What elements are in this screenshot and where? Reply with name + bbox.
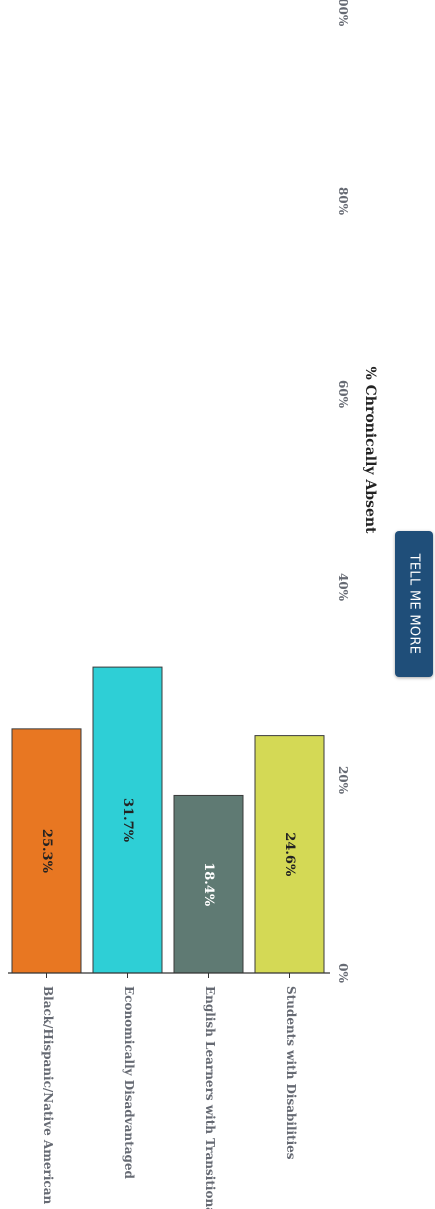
bar-2 bbox=[173, 794, 244, 974]
category-label-3: Students with Disabilities bbox=[284, 986, 298, 1160]
data-label-3: 24.6% bbox=[282, 832, 297, 877]
value-axis-title: % Chronically Absent bbox=[362, 366, 378, 534]
value-tick-label-1: 20% bbox=[336, 766, 350, 795]
value-tick-label-5: 100% bbox=[336, 0, 350, 27]
value-tick-label-3: 60% bbox=[336, 380, 350, 409]
category-label-0: Black/Hispanic/Native American bbox=[41, 986, 55, 1205]
value-tick-label-4: 80% bbox=[336, 187, 350, 216]
data-label-2: 18.4% bbox=[201, 862, 216, 907]
data-label-1: 31.7% bbox=[120, 798, 135, 843]
bar-0 bbox=[11, 728, 82, 974]
tell-me-more-button[interactable]: TELL ME MORE bbox=[395, 531, 433, 677]
category-label-2: English Learners with Transitional 1-4 bbox=[203, 986, 217, 1209]
category-label-1: Economically Disadvantaged bbox=[122, 986, 136, 1179]
bar-3 bbox=[254, 735, 325, 974]
tell-me-more-label: TELL ME MORE bbox=[406, 553, 422, 655]
bar-1 bbox=[92, 666, 163, 974]
value-tick-label-0: 0% bbox=[336, 963, 350, 983]
value-tick-label-2: 40% bbox=[336, 573, 350, 602]
data-label-0: 25.3% bbox=[39, 829, 54, 874]
